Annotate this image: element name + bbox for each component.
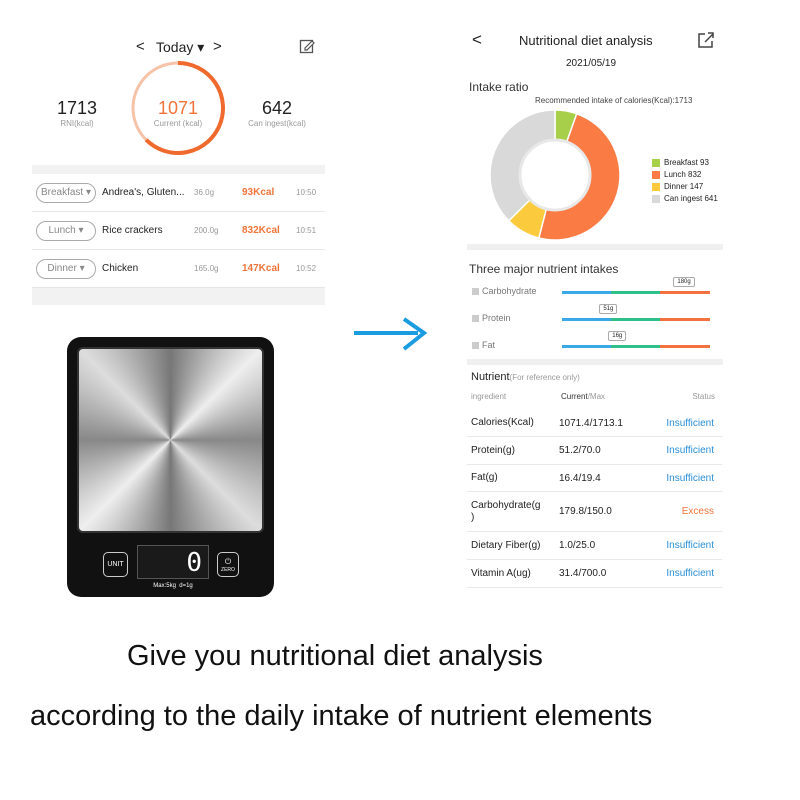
nutrient-value: 1071.4/1713.1: [559, 417, 623, 429]
daily-intake-screen: < Today ▾ > 1713 RNI(kcal) 1071 Current (k…: [32, 32, 325, 305]
share-icon[interactable]: [697, 31, 715, 49]
nutrient-status: Insufficient: [666, 417, 714, 429]
donut-legend: Breakfast 93 Lunch 832 Dinner 147 Can inges…: [652, 158, 718, 206]
food-kcal: 832Kcal: [242, 225, 280, 236]
legend-item: Dinner 147: [652, 182, 718, 191]
food-kcal: 93Kcal: [242, 187, 275, 198]
power-icon: ⏻: [224, 556, 232, 566]
macro-value-tag: 51g: [599, 304, 618, 314]
nutrient-name: Protein(g): [471, 444, 515, 456]
stat-can-ingest: 642 Can ingest(kcal): [248, 98, 306, 128]
food-name: Rice crackers: [102, 225, 163, 236]
nutrient-row: Dietary Fiber(g) 1.0/25.0 Insufficient: [467, 532, 722, 560]
meal-type-dropdown[interactable]: Breakfast ▾: [36, 182, 96, 203]
food-name: Chicken: [102, 263, 139, 274]
nutrient-row: Fat(g) 16.4/19.4 Insufficient: [467, 465, 722, 492]
nutrient-status: Insufficient: [666, 445, 714, 456]
back-button[interactable]: <: [472, 30, 482, 49]
legend-item: Can ingest 641: [652, 194, 718, 203]
meal-time: 10:51: [296, 226, 317, 235]
macro-name: Carbohydrate: [482, 286, 537, 296]
meal-row[interactable]: Lunch ▾ Rice crackers 200.0g 832Kcal 10:…: [32, 212, 325, 250]
edit-icon[interactable]: [299, 38, 315, 54]
nutrient-value: 16.4/19.4: [559, 472, 601, 484]
food-weight: 36.0g: [194, 188, 215, 197]
caption-line-1: Give you nutritional diet analysis: [127, 640, 543, 672]
nutrient-status: Insufficient: [666, 540, 714, 551]
meal-type-dropdown[interactable]: Lunch ▾: [36, 220, 96, 241]
nutrient-name: Calories(Kcal): [471, 417, 534, 428]
day-selector[interactable]: Today ▾: [156, 39, 205, 55]
macros-title: Three major nutrient intakes: [469, 262, 619, 276]
macro-value-tag: 180g: [673, 277, 695, 287]
meal-row[interactable]: Breakfast ▾ Andrea's, Gluten... 36.0g 93…: [32, 174, 325, 212]
next-day-button[interactable]: >: [213, 38, 222, 55]
prev-day-button[interactable]: <: [136, 38, 145, 55]
nutrient-value: 31.4/700.0: [559, 568, 607, 579]
nutrient-status: Insufficient: [666, 472, 714, 484]
nutrient-status: Insufficient: [666, 568, 714, 579]
kitchen-scale-image: UNIT 0 ⏻ ZERO Max:5kg d=1g: [67, 337, 274, 597]
meal-row[interactable]: Dinner ▾ Chicken 165.0g 147Kcal 10:52: [32, 250, 325, 288]
unit-button[interactable]: UNIT: [103, 552, 128, 577]
meal-time: 10:52: [296, 264, 317, 273]
legend-item: Lunch 832: [652, 170, 718, 179]
day-label: Today: [156, 39, 194, 55]
food-weight: 200.0g: [194, 226, 219, 235]
food-name: Andrea's, Gluten...: [102, 187, 185, 198]
nutrient-value: 1.0/25.0: [559, 540, 596, 551]
intake-ratio-title: Intake ratio: [469, 80, 529, 94]
page-title: Nutritional diet analysis: [519, 33, 653, 48]
nutrient-name: Vitamin A(ug): [471, 567, 531, 579]
nutrient-name: Carbohydrate(g ): [471, 499, 541, 523]
meal-time: 10:50: [296, 188, 317, 197]
intake-donut-chart: [489, 109, 621, 241]
nutrient-name: Dietary Fiber(g): [471, 539, 541, 551]
stainless-platform: [77, 347, 264, 533]
food-kcal: 147Kcal: [242, 263, 280, 274]
ring-progress: [144, 61, 225, 155]
nutrient-title: Nutrient(For reference only): [471, 371, 580, 383]
arrow-right-icon: [354, 317, 428, 351]
report-date: 2021/05/19: [566, 58, 617, 69]
macro-value-tag: 16g: [608, 331, 627, 341]
recommended-intake: Recommended intake of calories(Kcal):171…: [535, 96, 693, 105]
nutrient-row: Vitamin A(ug) 31.4/700.0 Insufficient: [467, 560, 722, 588]
meal-type-dropdown[interactable]: Dinner ▾: [36, 258, 96, 279]
nutrient-row: Carbohydrate(g ) 179.8/150.0 Excess: [467, 492, 722, 532]
food-weight: 165.0g: [194, 264, 219, 273]
stat-rni: 1713 RNI(kcal): [56, 98, 98, 128]
nutrient-name: Fat(g): [471, 472, 498, 483]
calorie-progress-ring: [131, 61, 225, 155]
donut-inner-ring: [518, 138, 592, 212]
caption-line-2: according to the daily intake of nutrien…: [30, 700, 653, 732]
analysis-screen: [467, 25, 723, 590]
legend-item: Breakfast 93: [652, 158, 718, 167]
nutrient-row: Calories(Kcal) 1071.4/1713.1 Insufficien…: [467, 410, 722, 437]
nutrient-row: Protein(g) 51.2/70.0 Insufficient: [467, 437, 722, 465]
table-header: ingredient Current/Max Status: [471, 392, 715, 401]
macro-name: Fat: [482, 340, 496, 350]
lcd-display: 0: [137, 545, 209, 579]
nutrient-value: 51.2/70.0: [559, 445, 601, 456]
nutrient-value: 179.8/150.0: [559, 506, 612, 517]
scale-spec: Max:5kg d=1g: [153, 583, 193, 589]
nutrient-status: Excess: [681, 506, 714, 517]
stat-current: 1071 Current (kcal): [153, 98, 203, 128]
macro-name: Protein: [482, 313, 511, 323]
zero-button[interactable]: ⏻ ZERO: [217, 552, 239, 577]
